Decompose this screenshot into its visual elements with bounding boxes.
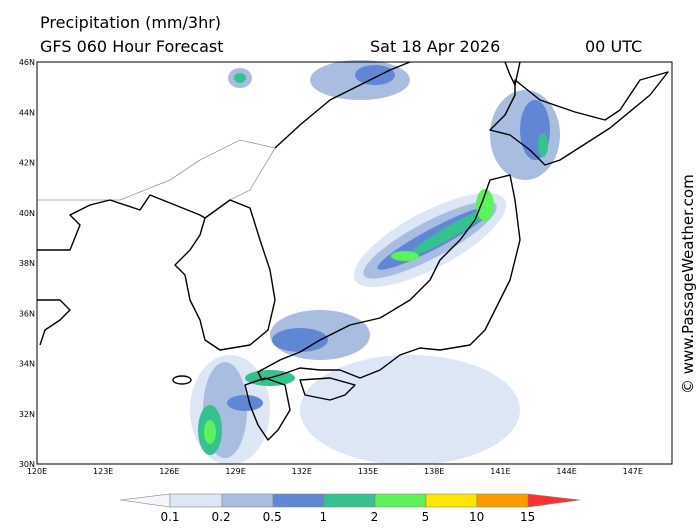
legend-label: 0.1 <box>160 510 179 524</box>
legend-label: 15 <box>520 510 535 524</box>
coastline <box>274 61 411 149</box>
longitude-label: 120E <box>27 467 47 476</box>
longitude-label: 123E <box>93 467 113 476</box>
legend-label: 5 <box>422 510 430 524</box>
longitude-label: 138E <box>424 467 444 476</box>
legend-label: 0.2 <box>212 510 231 524</box>
honshu <box>257 174 521 381</box>
korea <box>174 199 276 351</box>
map-title: Precipitation (mm/3hr) <box>40 13 221 32</box>
latitude-label: 40N <box>19 209 35 218</box>
coastline <box>37 299 71 346</box>
jeju <box>172 375 192 385</box>
longitude-label: 141E <box>490 467 510 476</box>
legend-label: 2 <box>371 510 379 524</box>
longitude-label: 144E <box>556 467 576 476</box>
date-label: Sat 18 Apr 2026 <box>370 37 500 56</box>
latitude-label: 36N <box>19 309 35 318</box>
precipitation <box>190 60 560 465</box>
model-label: GFS 060 Hour Forecast <box>40 37 224 56</box>
map-frame <box>36 61 673 465</box>
latitude-label: 30N <box>19 460 35 469</box>
legend-label: 1 <box>319 510 327 524</box>
latitude-label: 42N <box>19 159 35 168</box>
latitude-label: 44N <box>19 108 35 117</box>
time-label: 00 UTC <box>585 37 642 56</box>
longitude-label: 129E <box>225 467 245 476</box>
longitude-label: 132E <box>292 467 312 476</box>
longitude-label: 135E <box>358 467 378 476</box>
coastline <box>37 194 206 251</box>
legend-label: 0.5 <box>263 510 282 524</box>
latitude-label: 46N <box>19 58 35 67</box>
latitude-label: 38N <box>19 259 35 268</box>
map <box>36 60 673 465</box>
sakhalin <box>504 61 521 86</box>
legend-label: 10 <box>469 510 484 524</box>
latitude-label: 32N <box>19 410 35 419</box>
longitude-label: 147E <box>623 467 643 476</box>
border <box>37 139 276 201</box>
hokkaido <box>489 71 669 166</box>
watermark: © www.PassageWeather.com <box>679 174 697 394</box>
longitude-label: 126E <box>159 467 179 476</box>
latitude-label: 34N <box>19 360 35 369</box>
shikoku <box>299 377 356 401</box>
kyushu <box>244 377 291 441</box>
legend <box>119 493 581 508</box>
